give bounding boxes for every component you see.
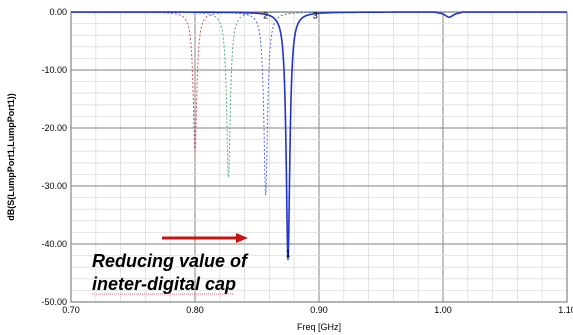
annotation-arrow-head bbox=[236, 233, 248, 243]
x-tick-label: 1.00 bbox=[434, 305, 452, 315]
series-line-4 bbox=[71, 11, 567, 262]
markers: 1 2 3 bbox=[263, 11, 318, 259]
y-tick-label: -50.00 bbox=[41, 297, 67, 307]
x-tick-label: 0.90 bbox=[310, 305, 328, 315]
y-tick-label: -20.00 bbox=[41, 123, 67, 133]
series-group bbox=[71, 11, 567, 262]
series-line-3 bbox=[71, 11, 567, 196]
y-tick-label: 0.00 bbox=[49, 7, 67, 17]
x-tick-label: 1.10 bbox=[558, 305, 573, 315]
y-tick-labels: 0.00 -10.00 -20.00 -30.00 -40.00 -50.00 bbox=[41, 7, 67, 307]
x-tick-labels: 0.70 0.80 0.90 1.00 1.10 bbox=[62, 305, 573, 315]
annotation-arrow bbox=[162, 233, 248, 243]
x-tick-label: 0.80 bbox=[186, 305, 204, 315]
x-tick-label: 0.70 bbox=[62, 305, 80, 315]
marker-label: 3 bbox=[313, 11, 318, 21]
y-tick-label: -30.00 bbox=[41, 181, 67, 191]
y-tick-label: -10.00 bbox=[41, 65, 67, 75]
marker-label: 1 bbox=[285, 249, 290, 259]
marker-label: 2 bbox=[263, 11, 268, 21]
y-tick-label: -40.00 bbox=[41, 239, 67, 249]
y-axis-label: dB(S(LumpPort1,LumpPort1)) bbox=[6, 93, 16, 221]
annotation-line-2: ineter-digital cap bbox=[92, 274, 236, 294]
annotation-line-1: Reducing value of bbox=[92, 251, 249, 271]
x-axis-label: Freq [GHz] bbox=[297, 322, 341, 332]
